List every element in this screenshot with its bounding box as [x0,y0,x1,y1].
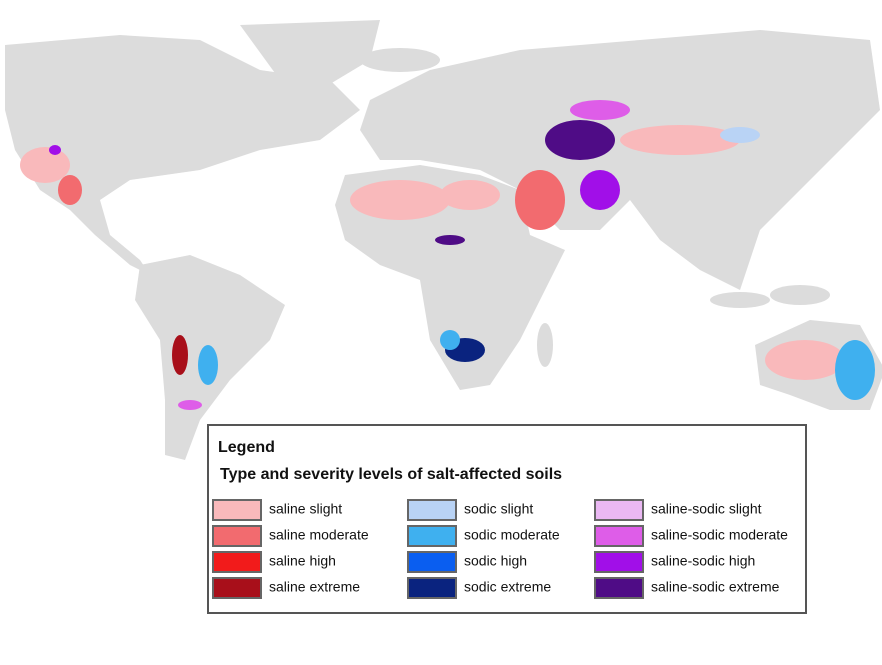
legend-label: sodic moderate [464,527,560,543]
legend-label: saline slight [269,501,342,517]
legend-label: sodic extreme [464,579,551,595]
legend-swatch [407,577,457,599]
legend-label: sodic slight [464,501,533,517]
legend-swatch [594,551,644,573]
legend-swatch [212,525,262,547]
legend-label: saline-sodic slight [651,501,762,517]
legend-items: saline slight saline moderate saline high s… [212,499,788,599]
legend-swatch [212,577,262,599]
legend-label: saline extreme [269,579,360,595]
legend-swatch [212,499,262,521]
salt-patches [20,100,875,410]
legend-swatch [407,551,457,573]
legend-swatch [212,551,262,573]
legend-subtitle: Type and severity levels of salt-affecte… [220,466,562,483]
legend-title: Legend [218,439,275,456]
legend-swatch [594,499,644,521]
legend-swatch [407,525,457,547]
legend-swatch [407,499,457,521]
legend-box [207,424,807,614]
legend-swatch [594,577,644,599]
legend-label: saline-sodic extreme [651,579,780,595]
legend-label: saline high [269,553,336,569]
legend-label: saline moderate [269,527,369,543]
legend-swatch [594,525,644,547]
legend-label: saline-sodic moderate [651,527,788,543]
legend-label: sodic high [464,553,527,569]
legend-label: saline-sodic high [651,553,755,569]
